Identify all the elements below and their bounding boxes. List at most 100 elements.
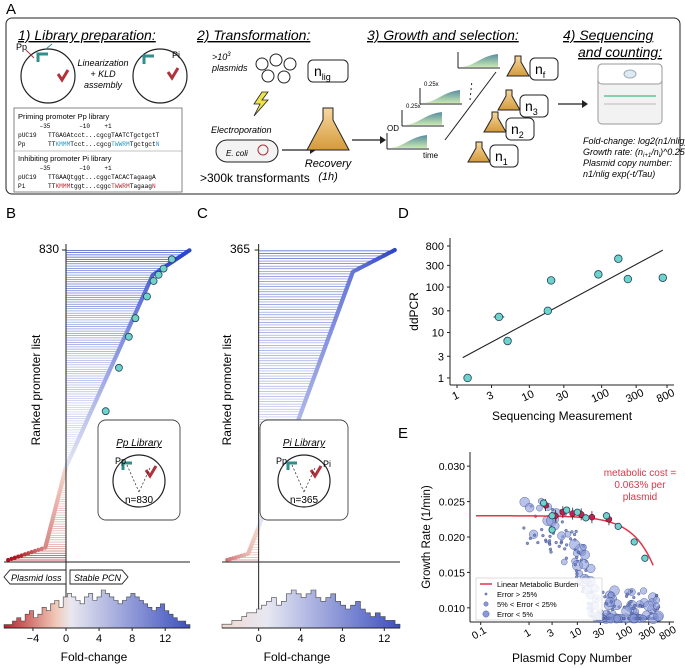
y-tick-label: 10 <box>432 328 444 340</box>
sequencer-icon <box>597 63 663 125</box>
plasmids-count: >103 <box>212 52 231 62</box>
scatter-point <box>561 558 568 566</box>
flask-n3 <box>497 89 521 111</box>
scatter-point <box>606 616 610 621</box>
fold-histogram <box>3 589 191 629</box>
x-tick-label: 1 <box>450 390 461 403</box>
highlight-point <box>115 363 123 372</box>
ranked-point <box>26 551 31 556</box>
plasmid-loss-label: Plasmid loss <box>11 573 62 583</box>
nf-box <box>529 57 559 81</box>
scatter-point <box>609 600 613 604</box>
kld-label: + KLD <box>90 69 116 79</box>
scatter-point <box>629 611 633 615</box>
data-point <box>623 274 633 284</box>
scatter-point <box>540 527 544 532</box>
lightning-icon <box>253 91 269 117</box>
legend-marker <box>483 601 489 607</box>
scatter-point <box>621 605 632 617</box>
panel-c-xlabel: Fold-change <box>264 650 331 664</box>
scatter-point <box>574 529 578 534</box>
od-label: OD <box>387 124 399 133</box>
ranked-point <box>392 247 397 253</box>
scatter-point <box>580 544 587 551</box>
panel-b-ylabel: Ranked promoter list <box>29 334 43 445</box>
x-axis-label: Sequencing Measurement <box>492 409 633 423</box>
scatter-point <box>635 613 640 617</box>
scatter-point <box>548 542 552 546</box>
plasmid-icons <box>255 53 297 84</box>
highlight-point <box>641 554 649 562</box>
highlight-point <box>149 277 158 285</box>
scatter-point <box>560 520 564 524</box>
n2-label: n2 <box>511 121 524 140</box>
plasmids-word: plasmids <box>211 63 248 73</box>
n3-label: n3 <box>525 98 538 117</box>
inhibit-lib-name: Pi <box>18 183 26 190</box>
scatter-point <box>565 543 569 547</box>
flask-nf <box>506 55 530 77</box>
n3-box <box>519 94 549 118</box>
flask-n2 <box>483 111 507 133</box>
step2-title: 2) Transformation: <box>196 27 310 43</box>
priming-lib-name: Pp <box>18 141 26 148</box>
y-tick-label: 0.025 <box>439 497 465 509</box>
scatter-point <box>547 539 552 543</box>
pp-library-title: Pp Library <box>116 438 163 449</box>
data-point <box>594 270 603 279</box>
pp-n-label: n=830 <box>125 495 154 506</box>
y-tick-label: 0.030 <box>439 461 465 473</box>
scatter-point <box>605 602 609 606</box>
scatter-point <box>629 600 633 604</box>
panel-b-count: 830 <box>39 242 59 256</box>
n-lig-box <box>307 59 349 83</box>
scatter-point <box>634 616 638 621</box>
red-point <box>588 513 596 521</box>
scatter-point <box>548 547 553 551</box>
x-tick-label: 8 <box>339 633 345 645</box>
histogram-area <box>221 589 401 629</box>
highlight-point <box>630 538 638 546</box>
highlight-point <box>124 332 133 341</box>
recovery-label: Recovery <box>305 158 353 170</box>
highlight-point <box>143 292 151 301</box>
pi-library-title: Pi Library <box>283 438 326 449</box>
scatter-point <box>522 526 526 530</box>
electroporation-label: Electroporation <box>211 125 272 135</box>
formula-fold-change: Fold-change: log2(n1/nlig) <box>583 136 685 146</box>
y-tick-label: 100 <box>426 282 444 294</box>
scatter-point <box>536 540 540 545</box>
priming-ref-seq: TTGAGAtcct...cgcgTAATCTgctgctT <box>48 132 160 139</box>
highlight-point <box>573 508 581 516</box>
pi-label: Pi <box>172 50 180 60</box>
panel-b-plot: −4 0 4 8 12 <box>3 244 192 645</box>
x-tick-label: 0 <box>256 633 262 645</box>
fold-histogram <box>221 589 401 629</box>
legend-box <box>475 577 603 621</box>
plasmid-loss-arrow: Plasmid loss <box>3 569 67 585</box>
pi-n-label: n=365 <box>290 495 319 506</box>
y-tick-label: 300 <box>426 260 444 272</box>
scatter-point <box>632 608 640 615</box>
x-tick-label: 800 <box>655 387 677 406</box>
x-tick-label: 3 <box>545 627 556 640</box>
x-tick-label: 30 <box>591 625 607 641</box>
ranked-point <box>16 554 21 559</box>
panel-letter-d: D <box>398 205 409 222</box>
scatter-point <box>638 603 643 607</box>
ranked-point <box>22 552 28 557</box>
n-lig-label: nlig <box>314 63 331 82</box>
n1-box <box>489 144 519 168</box>
panel-c-count: 365 <box>230 242 250 256</box>
legend-label: Error < 5% <box>497 610 533 619</box>
panel-letter-e: E <box>398 425 408 442</box>
data-point <box>658 273 667 282</box>
x-tick-label: 8 <box>129 633 135 645</box>
scatter-point <box>603 595 607 599</box>
n1-label: n1 <box>495 148 508 167</box>
highlight-point <box>101 407 110 416</box>
step4-title-b: and counting: <box>578 44 662 60</box>
highlight-point <box>159 264 168 273</box>
y-tick-label: 3 <box>438 351 444 363</box>
